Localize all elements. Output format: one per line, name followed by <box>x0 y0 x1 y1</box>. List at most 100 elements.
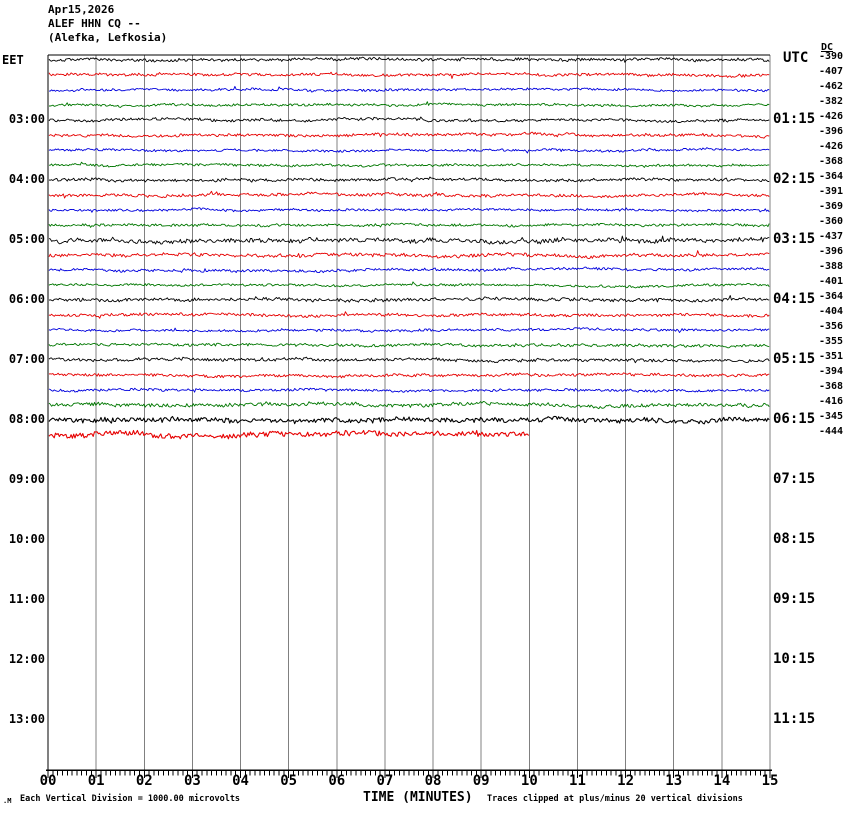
dc-offset-value: -404 <box>819 306 844 317</box>
minute-tick-label: 14 <box>713 773 731 789</box>
minute-tick-label: 15 <box>761 773 779 789</box>
eet-hour-label: 13:00 <box>8 712 45 726</box>
dc-offset-value: -391 <box>819 186 844 197</box>
utc-hour-label: 01:15 <box>773 111 816 127</box>
dc-offset-value: -356 <box>819 321 844 332</box>
minute-tick-label: 01 <box>87 773 105 789</box>
seismic-trace-05:30-eet <box>48 266 770 274</box>
dc-offset-value: -364 <box>819 291 844 302</box>
seismic-trace-07:15-eet <box>48 372 770 379</box>
header-date: Apr15,2026 <box>48 3 115 16</box>
x-axis-title: TIME (MINUTES) <box>363 790 473 805</box>
dc-offset-value: -368 <box>819 381 844 392</box>
eet-hour-label: 12:00 <box>8 652 45 666</box>
seismic-trace-06:00-eet <box>48 295 770 303</box>
minute-tick-label: 08 <box>424 773 442 789</box>
minute-tick-label: 11 <box>569 773 586 789</box>
clipping-note: Traces clipped at plus/minus 20 vertical… <box>487 794 743 804</box>
seismic-trace-02:00-eet <box>48 56 770 63</box>
seismic-trace-04:45-eet <box>48 222 770 228</box>
dc-offset-value: -345 <box>819 411 844 422</box>
minute-tick-label: 07 <box>376 773 394 789</box>
right-axis-title: UTC <box>783 50 809 66</box>
seismic-trace-08:15-eet <box>48 429 530 440</box>
utc-hour-label: 05:15 <box>773 351 816 367</box>
utc-hour-label: 09:15 <box>773 591 816 607</box>
eet-hour-label: 07:00 <box>8 352 45 366</box>
eet-hour-label: 11:00 <box>8 592 45 606</box>
seismic-trace-05:00-eet <box>48 235 770 245</box>
minute-tick-label: 00 <box>39 773 57 789</box>
dc-offset-value: -360 <box>819 216 844 227</box>
dc-offset-value: -426 <box>819 141 844 152</box>
dc-offset-value: -388 <box>819 261 844 272</box>
seismic-trace-02:15-eet <box>48 71 770 79</box>
dc-column-header: DC <box>821 42 834 53</box>
dc-offset-value: -355 <box>819 336 844 347</box>
seismic-trace-04:15-eet <box>48 190 770 199</box>
minute-tick-label: 05 <box>280 773 298 789</box>
dc-offset-value: -396 <box>819 246 844 257</box>
seismic-trace-07:00-eet <box>48 356 770 364</box>
eet-hour-label: 06:00 <box>8 292 45 306</box>
seismic-trace-07:30-eet <box>48 387 770 393</box>
minute-tick-label: 13 <box>665 773 683 789</box>
utc-hour-label: 06:15 <box>773 411 816 427</box>
minute-tick-label: 02 <box>135 773 153 789</box>
dc-offset-value: -390 <box>819 51 844 62</box>
seismic-trace-03:45-eet <box>49 161 770 168</box>
seismic-trace-06:15-eet <box>48 311 770 319</box>
eet-hour-label: 08:00 <box>8 412 45 426</box>
seismic-trace-03:15-eet <box>48 131 770 139</box>
minute-tick-label: 03 <box>183 773 201 789</box>
seismic-trace-02:30-eet <box>48 85 770 93</box>
eet-hour-label: 04:00 <box>8 172 45 186</box>
seismic-trace-08:00-eet <box>48 415 770 425</box>
utc-hour-label: 04:15 <box>773 291 816 307</box>
dc-offset-value: -369 <box>819 201 844 212</box>
dc-offset-value: -364 <box>819 171 844 182</box>
vertical-division-note: Each Vertical Division = 1000.00 microvo… <box>20 794 241 804</box>
utc-hour-label: 02:15 <box>773 171 816 187</box>
seismic-trace-05:15-eet <box>48 250 770 260</box>
minute-tick-label: 12 <box>617 773 635 789</box>
utc-hour-label: 07:15 <box>773 471 816 487</box>
minute-tick-label: 09 <box>472 773 490 789</box>
dc-offset-value: -444 <box>819 426 844 437</box>
header-station-id: ALEF HHN CQ -- <box>48 17 141 30</box>
dc-offset-value: -351 <box>819 351 844 362</box>
dc-offset-value: -382 <box>819 96 844 107</box>
dc-offset-value: -437 <box>819 231 844 242</box>
seismic-trace-03:00-eet <box>48 116 770 124</box>
minute-tick-label: 04 <box>232 773 249 789</box>
dc-offset-value: -426 <box>819 111 844 122</box>
seismic-trace-06:45-eet <box>48 342 770 349</box>
seismic-trace-06:30-eet <box>48 327 770 333</box>
eet-hour-label: 09:00 <box>8 472 45 486</box>
dc-offset-value: -396 <box>819 126 844 137</box>
seismic-trace-04:00-eet <box>48 176 770 183</box>
left-axis-title: EET <box>2 53 24 67</box>
dc-offset-value: -407 <box>819 66 844 77</box>
dc-offset-value: -368 <box>819 156 844 167</box>
seismic-trace-02:45-eet <box>49 101 770 108</box>
seismic-trace-07:45-eet <box>48 401 770 410</box>
dc-offset-value: -394 <box>819 366 844 377</box>
seismic-trace-04:30-eet <box>48 207 770 213</box>
dc-offset-value: -401 <box>819 276 844 287</box>
utc-hour-label: 10:15 <box>773 651 816 667</box>
corner-mark: .M <box>3 797 12 805</box>
utc-hour-label: 08:15 <box>773 531 816 547</box>
seismic-trace-05:45-eet <box>48 281 770 289</box>
utc-hour-label: 11:15 <box>773 711 816 727</box>
utc-hour-label: 03:15 <box>773 231 816 247</box>
header-station-location: (Alefka, Lefkosia) <box>48 31 168 44</box>
eet-hour-label: 05:00 <box>8 232 45 246</box>
minute-tick-label: 10 <box>520 773 538 789</box>
seismic-trace-03:30-eet <box>48 147 770 154</box>
eet-hour-label: 10:00 <box>8 532 45 546</box>
minute-tick-label: 06 <box>328 773 346 789</box>
eet-hour-label: 03:00 <box>8 112 45 126</box>
